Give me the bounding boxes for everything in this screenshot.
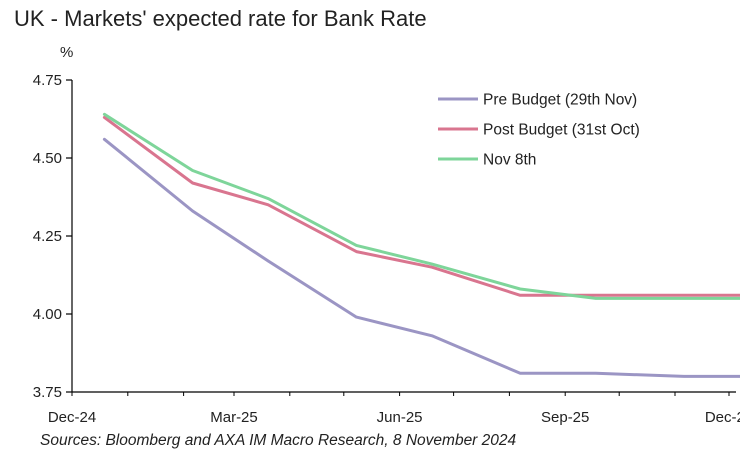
x-tick-label: Sep-25 (541, 409, 589, 426)
x-tick-label: Jun-25 (377, 409, 423, 426)
legend-label: Nov 8th (483, 152, 536, 169)
y-tick-label: 4.75 (33, 72, 62, 89)
series-line (102, 112, 740, 300)
chart-axes: 3.75 4.00 4.25 4.50 4.75 Dec-24 Mar-25 Jun-25 Se… (33, 72, 740, 426)
y-tick-label: 4.00 (33, 306, 62, 323)
x-tick-label: Dec-25 (705, 409, 740, 426)
source-note: Sources: Bloomberg and AXA IM Macro Rese… (40, 432, 517, 449)
y-tick-label: 3.75 (33, 384, 62, 401)
series-line (102, 115, 740, 297)
y-tick-label: 4.25 (33, 228, 62, 245)
y-axis-unit: % (60, 44, 74, 61)
legend-label: Post Budget (31st Oct) (483, 122, 640, 139)
chart-title: UK - Markets' expected rate for Bank Rat… (14, 6, 427, 31)
x-tick-label: Dec-24 (48, 409, 96, 426)
legend-label: Pre Budget (29th Nov) (483, 92, 637, 109)
chart-legend: Pre Budget (29th Nov) Post Budget (31st O… (438, 92, 640, 169)
x-tick-label: Mar-25 (210, 409, 258, 426)
series-line (102, 137, 740, 378)
chart-series (102, 112, 740, 378)
y-tick-label: 4.50 (33, 150, 62, 167)
